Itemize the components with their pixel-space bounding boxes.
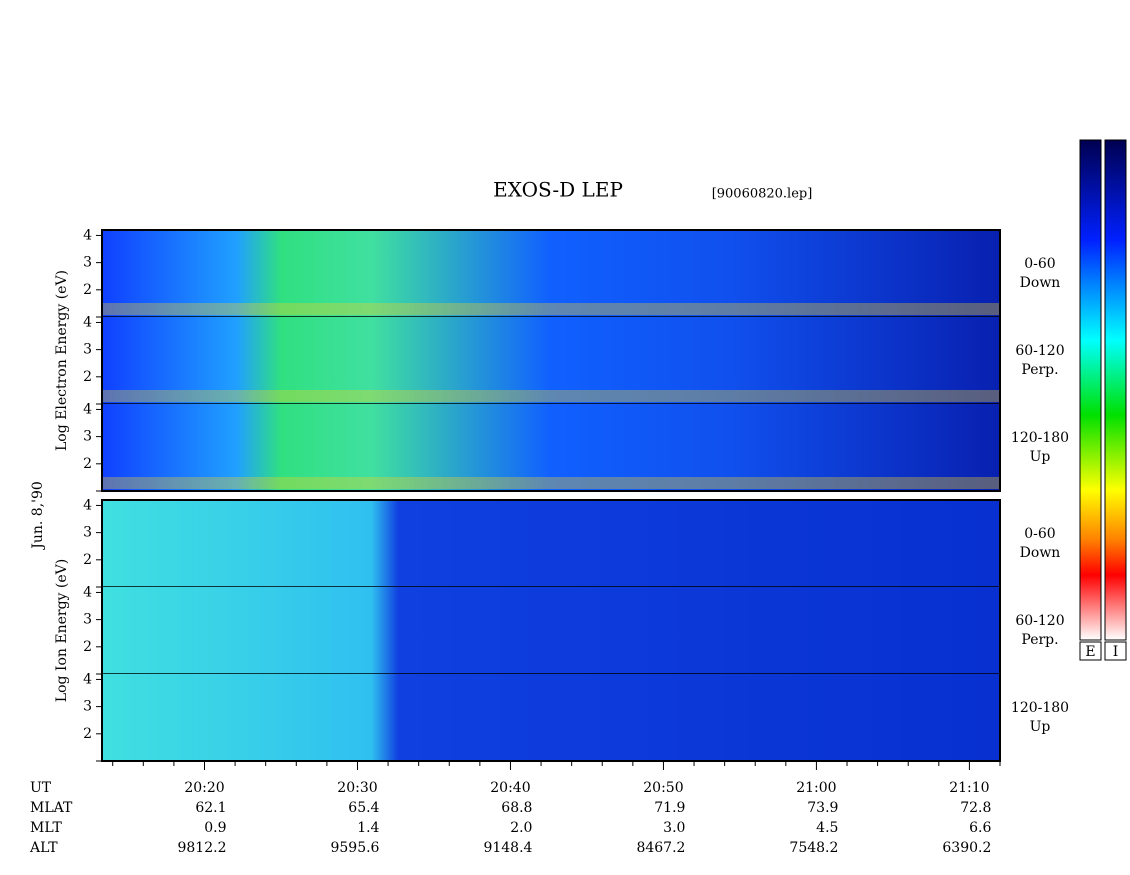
row-value: 62.1 (195, 800, 226, 816)
x-tick-label: 20:20 (184, 780, 224, 796)
row-value: 7548.2 (789, 840, 838, 856)
x-tick-label: 21:00 (796, 780, 836, 796)
file-name: [90060820.lep] (712, 187, 813, 202)
y-tick-label: 2 (83, 456, 92, 472)
y-tick-label: 3 (83, 612, 92, 628)
color-bar (1079, 139, 1102, 641)
x-tick-label: 20:40 (490, 780, 530, 796)
y-tick-label: 3 (83, 525, 92, 541)
y-tick-label: 4 (83, 497, 92, 513)
spectrogram-panel (102, 317, 1000, 404)
spectrogram-panel (102, 404, 1000, 491)
row-label: UT (30, 780, 52, 796)
y-tick-label: 3 (83, 429, 92, 445)
row-label: MLT (30, 820, 62, 836)
y-axis-label: Log Ion Energy (eV) (54, 559, 70, 702)
low-energy-band (102, 303, 1000, 315)
panel-sublabel: Down (1020, 275, 1061, 291)
spectrogram-panel (102, 674, 1000, 761)
color-bar-label: I (1113, 644, 1119, 660)
x-tick-label: 20:30 (337, 780, 377, 796)
y-tick-label: 2 (83, 552, 92, 568)
row-value: 71.9 (654, 800, 685, 816)
title: EXOS-D LEP (493, 178, 623, 202)
panel-label: 60-120 (1015, 343, 1064, 359)
panel-sublabel: Perp. (1021, 632, 1058, 648)
row-value: 9812.2 (177, 840, 226, 856)
row-value: 73.9 (807, 800, 838, 816)
row-value: 1.4 (357, 820, 379, 836)
panel-sublabel: Up (1030, 449, 1051, 465)
y-tick-label: 4 (83, 401, 92, 417)
color-bar-label-box (1104, 641, 1127, 661)
y-tick-label: 4 (83, 671, 92, 687)
date-label: Jun. 8,'90 (30, 481, 46, 551)
row-value: 8467.2 (636, 840, 685, 856)
y-axis-label: Log Electron Energy (eV) (54, 270, 70, 451)
spectrogram-panel (102, 500, 1000, 587)
spectrogram-panel (102, 230, 1000, 317)
color-bar-label-box (1079, 641, 1102, 661)
row-value: 9148.4 (483, 840, 532, 856)
row-value: 65.4 (348, 800, 379, 816)
panel-sublabel: Up (1030, 719, 1051, 735)
y-tick-label: 2 (83, 726, 92, 742)
group-frame (101, 499, 1001, 762)
panel-label: 0-60 (1024, 256, 1055, 272)
color-bar (1104, 139, 1127, 641)
y-tick-label: 3 (83, 699, 92, 715)
panel-label: 120-180 (1011, 700, 1069, 716)
row-value: 2.0 (510, 820, 532, 836)
x-tick-label: 20:50 (643, 780, 683, 796)
panel-label: 60-120 (1015, 613, 1064, 629)
low-energy-band (102, 477, 1000, 489)
row-value: 68.8 (501, 800, 532, 816)
y-tick-label: 3 (83, 255, 92, 271)
row-value: 9595.6 (330, 840, 379, 856)
row-label: MLAT (30, 800, 73, 816)
panel-label: 120-180 (1011, 430, 1069, 446)
y-tick-label: 2 (83, 369, 92, 385)
panel-sublabel: Down (1020, 545, 1061, 561)
spectrogram-panel (102, 587, 1000, 674)
y-tick-label: 4 (83, 584, 92, 600)
row-value: 72.8 (960, 800, 991, 816)
row-value: 4.5 (816, 820, 838, 836)
row-label: ALT (29, 840, 58, 856)
row-value: 3.0 (663, 820, 685, 836)
y-tick-label: 2 (83, 639, 92, 655)
panel-sublabel: Perp. (1021, 362, 1058, 378)
x-tick-label: 21:10 (949, 780, 989, 796)
y-tick-label: 4 (83, 314, 92, 330)
color-bar-label: E (1085, 644, 1095, 660)
y-tick-label: 4 (83, 227, 92, 243)
y-tick-label: 2 (83, 282, 92, 298)
panel-label: 0-60 (1024, 526, 1055, 542)
row-value: 0.9 (204, 820, 226, 836)
row-value: 6390.2 (942, 840, 991, 856)
y-tick-label: 3 (83, 342, 92, 358)
row-value: 6.6 (969, 820, 991, 836)
low-energy-band (102, 390, 1000, 402)
group-frame (101, 229, 1001, 492)
